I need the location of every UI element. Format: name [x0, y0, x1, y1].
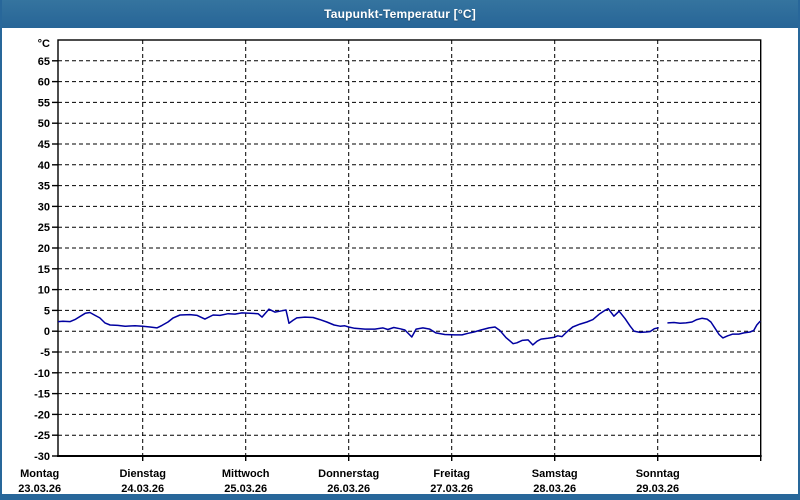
x-axis-date-label: 28.03.26 — [533, 483, 576, 494]
y-axis-tick-label: 50 — [38, 118, 50, 130]
x-axis-day-label: Samstag — [532, 468, 578, 480]
x-axis-date-label: 25.03.26 — [224, 483, 267, 494]
x-axis-date-label: 24.03.26 — [121, 483, 164, 494]
y-axis-unit-label: °C — [38, 38, 50, 50]
y-axis-tick-label: 30 — [38, 201, 50, 213]
y-axis-tick-label: -20 — [34, 409, 50, 421]
x-axis-day-label: Dienstag — [119, 468, 165, 480]
x-axis-date-label: 29.03.26 — [636, 483, 679, 494]
y-axis-tick-label: 10 — [38, 285, 50, 297]
y-axis-tick-label: -5 — [40, 347, 50, 359]
dewpoint-line-segment — [667, 317, 761, 339]
x-axis-day-label: Sonntag — [636, 468, 680, 480]
y-axis-tick-label: 5 — [44, 305, 50, 317]
window-title: Taupunkt-Temperatur [°C] — [324, 7, 476, 21]
axis-ticks — [52, 60, 762, 461]
dewpoint-line-segment — [58, 307, 659, 346]
x-axis-day-label: Freitag — [433, 468, 470, 480]
y-axis-tick-label: 25 — [38, 222, 50, 234]
y-axis-tick-label: 45 — [38, 139, 50, 151]
y-axis-tick-label: -15 — [34, 389, 50, 401]
y-axis-tick-label: 0 — [44, 326, 50, 338]
grid-lines — [58, 40, 761, 456]
y-axis-tick-label: 40 — [38, 160, 50, 172]
y-axis-tick-label: -25 — [34, 430, 50, 442]
window-titlebar[interactable]: Taupunkt-Temperatur [°C] — [2, 0, 798, 28]
x-axis-day-label: Mittwoch — [222, 468, 270, 480]
chart-canvas: °C65605550454035302520151050-5-10-15-20-… — [18, 38, 762, 494]
chart-area: °C 65 60 55 50 45 40 35 30 25 20 15 10 5 0 -5 -10 -15 -20-… — [2, 28, 798, 494]
y-axis-tick-label: -10 — [34, 368, 50, 380]
x-axis-day-label: Montag — [20, 468, 59, 480]
y-axis-tick-label: 15 — [38, 264, 50, 276]
y-axis-tick-label: 65 — [38, 56, 50, 68]
x-axis-day-label: Donnerstag — [318, 468, 379, 480]
y-axis-tick-label: -30 — [34, 451, 50, 463]
y-axis-tick-label: 55 — [38, 97, 50, 109]
x-axis-date-label: 27.03.26 — [430, 483, 473, 494]
y-axis-tick-label: 35 — [38, 181, 50, 193]
x-axis-date-label: 26.03.26 — [327, 483, 370, 494]
x-axis-date-label: 23.03.26 — [18, 483, 61, 494]
y-axis-tick-label: 60 — [38, 77, 50, 89]
series-group — [58, 307, 761, 346]
y-axis-tick-label: 20 — [38, 243, 50, 255]
